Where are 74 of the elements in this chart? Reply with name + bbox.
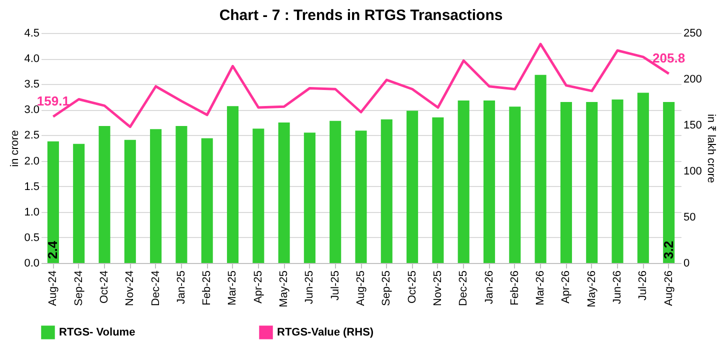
x-tick-label: Oct-24 [98, 270, 110, 304]
x-tick-label: Jun-26 [612, 270, 624, 304]
bar [432, 117, 444, 263]
bar [150, 129, 162, 263]
bar [330, 120, 342, 263]
bar [380, 119, 392, 263]
bar [483, 100, 496, 263]
bar [124, 140, 136, 263]
x-tick-label: Jul-26 [637, 270, 650, 300]
x-tick-label: Apr-25 [252, 270, 264, 304]
y-tick-label: 1.0 [24, 206, 40, 218]
y-tick-label: 2.0 [24, 155, 40, 168]
x-tick-label: Jan-25 [175, 270, 188, 304]
x-tick-label: Nov-25 [432, 270, 444, 306]
y2-tick-label: 100 [684, 166, 702, 178]
y2-tick-label: 0 [684, 258, 690, 270]
x-tick-label: Aug-26 [662, 270, 675, 306]
y2-tick-label: 50 [684, 212, 696, 224]
y2-tick-label: 200 [684, 74, 702, 86]
x-tick-label: Dec-25 [458, 270, 470, 306]
bar [406, 110, 418, 263]
bar [534, 74, 546, 263]
bar [252, 128, 264, 263]
x-tick-label: Feb-25 [201, 270, 214, 306]
x-tick-label: Aug-25 [355, 270, 367, 306]
y-tick-label: 1.5 [24, 180, 40, 193]
y-tick-label: 4.0 [24, 53, 40, 66]
bar [176, 126, 188, 263]
bar [586, 102, 598, 263]
bar [663, 102, 675, 263]
bar [509, 106, 521, 263]
y2-tick-label: 250 [684, 28, 702, 40]
x-tick-label: Jun-25 [304, 270, 316, 304]
data-label: 3.2 [660, 240, 676, 259]
bar [637, 92, 649, 263]
x-tick-label: Mar-26 [534, 270, 547, 306]
x-tick-label: Nov-24 [124, 270, 136, 306]
bar [226, 106, 239, 263]
y-tick-label: 0.5 [24, 232, 40, 244]
x-tick-label: Dec-24 [150, 270, 162, 306]
bar [612, 99, 624, 263]
x-tick-label: Feb-26 [508, 270, 521, 306]
bar [560, 102, 572, 263]
y-tick-label: 3.0 [24, 104, 40, 116]
y-tick-label: 3.5 [24, 78, 40, 91]
x-tick-label: May-26 [586, 270, 598, 308]
legend-label: RTGS- Volume [59, 326, 136, 338]
data-label: 2.4 [45, 240, 60, 259]
x-tick-label: Mar-25 [226, 270, 239, 306]
x-tick-label: Sep-25 [380, 270, 393, 306]
y-tick-label: 4.5 [24, 28, 40, 40]
x-tick-label: Jan-26 [483, 270, 496, 304]
x-tick-label: Oct-25 [406, 270, 418, 304]
y-tick-label: 2.5 [24, 130, 40, 142]
bar [304, 132, 316, 263]
x-tick-label: Jul-25 [329, 270, 342, 300]
bar [201, 138, 213, 263]
bar [458, 100, 470, 263]
y-tick-label: 0.0 [24, 258, 40, 270]
x-tick-label: May-25 [278, 270, 290, 308]
bar [278, 122, 290, 263]
chart-title: Chart - 7 : Trends in RTGS Transactions [219, 7, 503, 24]
y2-tick-label: 150 [684, 120, 702, 132]
y-axis-title: in crore [9, 130, 22, 167]
x-tick-label: Sep-24 [72, 270, 85, 306]
bar [98, 126, 110, 263]
bar [47, 141, 59, 263]
y2-axis-title: in ₹ lakh crore [704, 114, 717, 183]
bar [355, 130, 367, 263]
x-tick-label: Aug-24 [47, 270, 60, 306]
bar [73, 144, 85, 263]
legend-label: RTGS-Value (RHS) [277, 326, 374, 338]
x-tick-label: Apr-26 [560, 270, 572, 304]
data-label: 205.8 [652, 50, 686, 66]
